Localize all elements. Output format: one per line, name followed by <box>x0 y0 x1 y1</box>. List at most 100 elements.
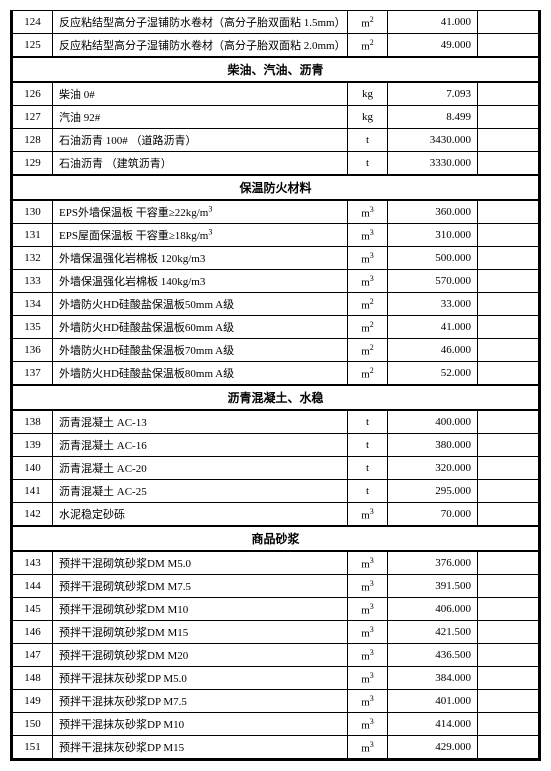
empty-cell <box>478 82 539 106</box>
empty-cell <box>478 434 539 457</box>
empty-cell <box>478 34 539 58</box>
row-number: 128 <box>13 129 53 152</box>
material-name: 柴油 0# <box>53 82 348 106</box>
material-name: 外墙保温强化岩棉板 120kg/m3 <box>53 247 348 270</box>
unit: t <box>348 129 388 152</box>
section-header: 柴油、汽油、沥青 <box>13 57 539 82</box>
table-row: 139沥青混凝土 AC-16t380.000 <box>13 434 539 457</box>
price: 384.000 <box>388 667 478 690</box>
table-row: 133外墙保温强化岩棉板 140kg/m3m3570.000 <box>13 270 539 293</box>
table-row: 136外墙防火HD硅酸盐保温板70mm A级m246.000 <box>13 339 539 362</box>
unit: m3 <box>348 575 388 598</box>
empty-cell <box>478 152 539 176</box>
row-number: 147 <box>13 644 53 667</box>
row-number: 139 <box>13 434 53 457</box>
empty-cell <box>478 293 539 316</box>
unit: m2 <box>348 293 388 316</box>
price: 41.000 <box>388 316 478 339</box>
unit: t <box>348 410 388 434</box>
table-row: 148预拌干混抹灰砂浆DP M5.0m3384.000 <box>13 667 539 690</box>
empty-cell <box>478 11 539 34</box>
table-row: 135外墙防火HD硅酸盐保温板60mm A级m241.000 <box>13 316 539 339</box>
unit: m3 <box>348 200 388 224</box>
material-name: 反应粘结型高分子湿铺防水卷材（高分子胎双面粘 2.0mm） <box>53 34 348 58</box>
unit: m3 <box>348 736 388 759</box>
material-name: 预拌干混砌筑砂浆DM M5.0 <box>53 551 348 575</box>
price: 436.500 <box>388 644 478 667</box>
empty-cell <box>478 247 539 270</box>
empty-cell <box>478 621 539 644</box>
table-row: 129石油沥青 （建筑沥青）t3330.000 <box>13 152 539 176</box>
row-number: 138 <box>13 410 53 434</box>
price: 320.000 <box>388 457 478 480</box>
row-number: 136 <box>13 339 53 362</box>
price: 46.000 <box>388 339 478 362</box>
unit: t <box>348 480 388 503</box>
material-name: 外墙防火HD硅酸盐保温板80mm A级 <box>53 362 348 386</box>
row-number: 129 <box>13 152 53 176</box>
table-row: 146预拌干混砌筑砂浆DM M15m3421.500 <box>13 621 539 644</box>
material-name: 汽油 92# <box>53 106 348 129</box>
row-number: 146 <box>13 621 53 644</box>
unit: t <box>348 434 388 457</box>
material-name: 预拌干混砌筑砂浆DM M15 <box>53 621 348 644</box>
price: 295.000 <box>388 480 478 503</box>
table-row: 126柴油 0#kg7.093 <box>13 82 539 106</box>
price: 406.000 <box>388 598 478 621</box>
table-row: 140沥青混凝土 AC-20t320.000 <box>13 457 539 480</box>
price: 414.000 <box>388 713 478 736</box>
unit: m2 <box>348 11 388 34</box>
row-number: 125 <box>13 34 53 58</box>
row-number: 137 <box>13 362 53 386</box>
table-row: 132外墙保温强化岩棉板 120kg/m3m3500.000 <box>13 247 539 270</box>
row-number: 133 <box>13 270 53 293</box>
unit: m3 <box>348 503 388 527</box>
unit: m3 <box>348 644 388 667</box>
unit: m3 <box>348 551 388 575</box>
material-name: 预拌干混抹灰砂浆DP M10 <box>53 713 348 736</box>
row-number: 151 <box>13 736 53 759</box>
price: 391.500 <box>388 575 478 598</box>
empty-cell <box>478 106 539 129</box>
empty-cell <box>478 200 539 224</box>
unit: m3 <box>348 621 388 644</box>
table-row: 151预拌干混抹灰砂浆DP M15m3429.000 <box>13 736 539 759</box>
material-name: 预拌干混砌筑砂浆DM M7.5 <box>53 575 348 598</box>
table-row: 134外墙防火HD硅酸盐保温板50mm A级m233.000 <box>13 293 539 316</box>
row-number: 149 <box>13 690 53 713</box>
material-name: 外墙防火HD硅酸盐保温板60mm A级 <box>53 316 348 339</box>
material-name: 预拌干混抹灰砂浆DP M7.5 <box>53 690 348 713</box>
row-number: 131 <box>13 224 53 247</box>
table-row: 128石油沥青 100# （道路沥青）t3430.000 <box>13 129 539 152</box>
empty-cell <box>478 129 539 152</box>
material-name: 外墙保温强化岩棉板 140kg/m3 <box>53 270 348 293</box>
row-number: 143 <box>13 551 53 575</box>
price: 429.000 <box>388 736 478 759</box>
price: 570.000 <box>388 270 478 293</box>
unit: m3 <box>348 247 388 270</box>
table-row: 141沥青混凝土 AC-25t295.000 <box>13 480 539 503</box>
unit: t <box>348 457 388 480</box>
empty-cell <box>478 667 539 690</box>
price: 7.093 <box>388 82 478 106</box>
table-row: 131EPS屋面保温板 干容重≥18kg/m3m3310.000 <box>13 224 539 247</box>
table-row: 130EPS外墙保温板 干容重≥22kg/m3m3360.000 <box>13 200 539 224</box>
material-name: 沥青混凝土 AC-25 <box>53 480 348 503</box>
empty-cell <box>478 316 539 339</box>
row-number: 150 <box>13 713 53 736</box>
price: 380.000 <box>388 434 478 457</box>
unit: m2 <box>348 34 388 58</box>
empty-cell <box>478 457 539 480</box>
price: 52.000 <box>388 362 478 386</box>
row-number: 142 <box>13 503 53 527</box>
empty-cell <box>478 736 539 759</box>
unit: m3 <box>348 713 388 736</box>
table-row: 147预拌干混砌筑砂浆DM M20m3436.500 <box>13 644 539 667</box>
row-number: 140 <box>13 457 53 480</box>
unit: t <box>348 152 388 176</box>
price: 49.000 <box>388 34 478 58</box>
unit: m3 <box>348 224 388 247</box>
row-number: 126 <box>13 82 53 106</box>
price: 400.000 <box>388 410 478 434</box>
table-row: 138沥青混凝土 AC-13t400.000 <box>13 410 539 434</box>
